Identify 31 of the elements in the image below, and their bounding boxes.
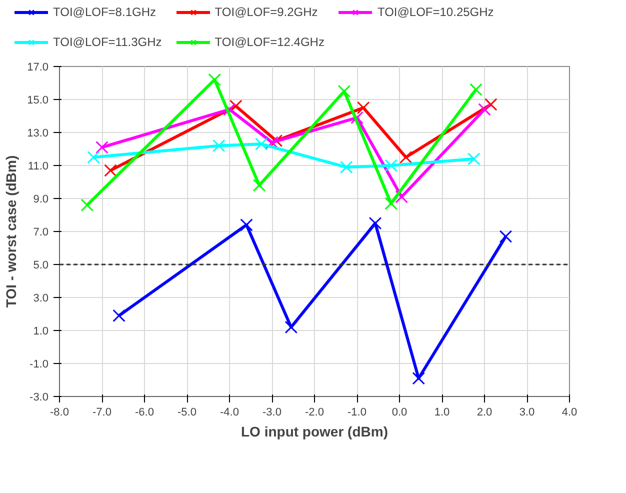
y-axis-title: TOI - worst case (dBm) (3, 155, 20, 308)
legend-label: TOI@LOF=10.25GHz (377, 4, 494, 20)
legend-label: TOI@LOF=8.1GHz (53, 4, 156, 20)
y-tick-label: 11.0 (28, 160, 48, 172)
x-tick-label: 4.0 (562, 406, 578, 418)
x-tick-label: -2.0 (305, 406, 324, 418)
x-tick-label: 1.0 (434, 406, 450, 418)
x-tick-label: 3.0 (519, 406, 535, 418)
y-tick-label: 7.0 (33, 226, 49, 238)
x-tick-label: -3.0 (262, 406, 282, 418)
legend-label: TOI@LOF=9.2GHz (214, 4, 318, 20)
x-tick-label: -7.0 (92, 406, 112, 418)
y-tick-label: 17.0 (27, 62, 49, 74)
y-tick-label: 3.0 (33, 292, 49, 304)
y-tick-label: -1.0 (30, 358, 49, 370)
legend-label: TOI@LOF=12.4GHz (214, 34, 324, 50)
legend-label: TOI@LOF=11.3GHz (53, 34, 162, 50)
x-tick-label: -4.0 (220, 406, 239, 418)
y-tick-label: 15.0 (27, 94, 49, 106)
y-tick-label: -3.0 (30, 392, 49, 404)
x-axis-title: LO input power (dBm) (241, 424, 388, 440)
x-tick-label: 0.0 (392, 406, 408, 418)
y-tick-label: 13.0 (27, 128, 49, 140)
x-tick-label: -8.0 (50, 406, 69, 418)
y-tick-label: 1.0 (33, 326, 49, 338)
x-tick-label: 2.0 (476, 406, 492, 418)
y-tick-label: 9.0 (33, 194, 49, 206)
x-tick-label: -5.0 (178, 406, 196, 418)
y-tick-label: 5.0 (33, 260, 49, 272)
x-tick-label: -1.0 (348, 406, 366, 418)
x-tick-label: -6.0 (135, 406, 154, 418)
